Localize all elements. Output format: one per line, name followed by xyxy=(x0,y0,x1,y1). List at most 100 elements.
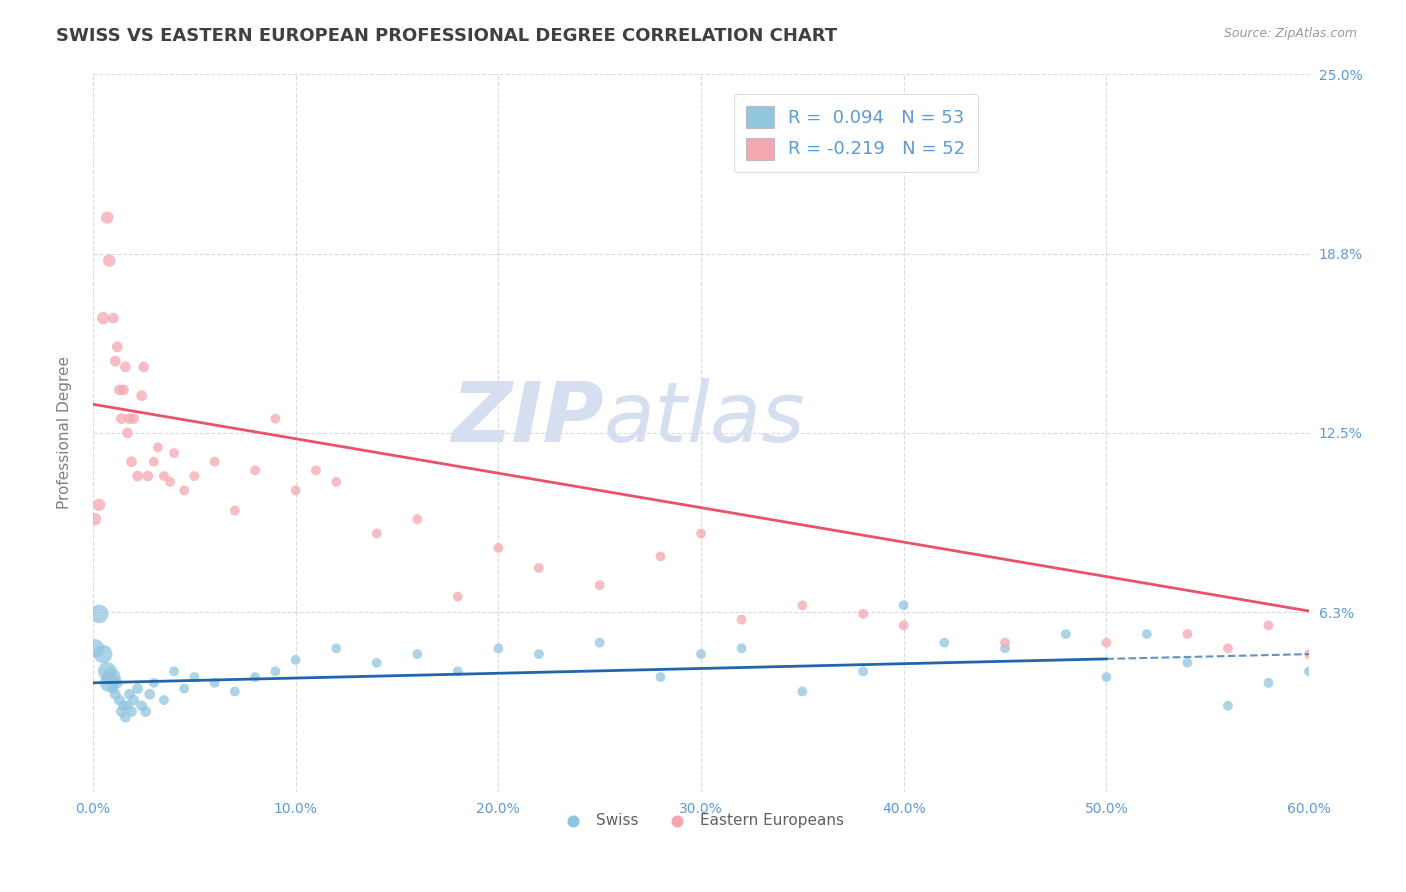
Point xyxy=(406,512,429,526)
Point xyxy=(105,676,128,690)
Point xyxy=(893,618,915,632)
Point xyxy=(1095,635,1118,649)
Point xyxy=(1216,641,1239,656)
Text: ZIP: ZIP xyxy=(451,378,603,459)
Point xyxy=(852,607,875,621)
Point xyxy=(132,359,155,374)
Point xyxy=(1298,665,1320,679)
Point xyxy=(1054,627,1077,641)
Point xyxy=(110,411,132,425)
Point xyxy=(243,670,266,684)
Point xyxy=(650,549,672,564)
Point xyxy=(98,676,121,690)
Point xyxy=(118,687,141,701)
Point xyxy=(183,670,205,684)
Point xyxy=(994,641,1017,656)
Point xyxy=(117,425,139,440)
Point xyxy=(118,411,141,425)
Point xyxy=(204,455,226,469)
Point xyxy=(690,526,713,541)
Point xyxy=(163,446,186,460)
Point xyxy=(136,469,159,483)
Point xyxy=(139,687,162,701)
Point xyxy=(486,641,509,656)
Point xyxy=(1216,698,1239,713)
Point xyxy=(84,641,107,656)
Point xyxy=(224,684,246,698)
Point xyxy=(527,647,550,661)
Point xyxy=(122,693,145,707)
Point xyxy=(146,441,169,455)
Point xyxy=(112,383,135,397)
Point xyxy=(730,641,752,656)
Point xyxy=(110,705,132,719)
Point xyxy=(650,670,672,684)
Point xyxy=(690,647,713,661)
Point xyxy=(153,693,176,707)
Point xyxy=(142,455,165,469)
Point xyxy=(994,635,1017,649)
Point xyxy=(163,665,186,679)
Point xyxy=(112,698,135,713)
Point xyxy=(1095,670,1118,684)
Point xyxy=(131,698,153,713)
Point xyxy=(284,483,307,498)
Point xyxy=(325,641,347,656)
Point xyxy=(527,561,550,575)
Point xyxy=(589,578,612,592)
Point xyxy=(173,483,195,498)
Point xyxy=(447,665,470,679)
Point xyxy=(121,455,143,469)
Point xyxy=(114,359,136,374)
Point xyxy=(103,681,125,696)
Point xyxy=(792,684,814,698)
Point xyxy=(366,526,388,541)
Point xyxy=(91,311,114,326)
Point xyxy=(159,475,181,489)
Point xyxy=(730,613,752,627)
Point xyxy=(589,635,612,649)
Point xyxy=(103,311,125,326)
Point xyxy=(135,705,157,719)
Text: SWISS VS EASTERN EUROPEAN PROFESSIONAL DEGREE CORRELATION CHART: SWISS VS EASTERN EUROPEAN PROFESSIONAL D… xyxy=(56,27,838,45)
Point xyxy=(117,698,139,713)
Point xyxy=(104,687,127,701)
Text: atlas: atlas xyxy=(603,378,806,459)
Point xyxy=(87,607,110,621)
Legend: Swiss, Eastern Europeans: Swiss, Eastern Europeans xyxy=(553,807,851,835)
Point xyxy=(105,340,128,354)
Point xyxy=(934,635,956,649)
Point xyxy=(305,463,328,477)
Point xyxy=(121,705,143,719)
Point xyxy=(131,389,153,403)
Point xyxy=(183,469,205,483)
Point xyxy=(1257,676,1279,690)
Point xyxy=(108,693,131,707)
Point xyxy=(108,383,131,397)
Point xyxy=(122,411,145,425)
Point xyxy=(127,681,149,696)
Point xyxy=(243,463,266,477)
Point xyxy=(1257,618,1279,632)
Point xyxy=(264,665,287,679)
Point xyxy=(224,503,246,517)
Point xyxy=(91,647,114,661)
Y-axis label: Professional Degree: Professional Degree xyxy=(58,357,72,509)
Point xyxy=(366,656,388,670)
Point xyxy=(1177,627,1199,641)
Point xyxy=(284,653,307,667)
Point xyxy=(1136,627,1159,641)
Point xyxy=(100,670,122,684)
Point xyxy=(1298,647,1320,661)
Point xyxy=(204,676,226,690)
Point xyxy=(173,681,195,696)
Point xyxy=(486,541,509,555)
Point xyxy=(127,469,149,483)
Point xyxy=(893,599,915,613)
Point xyxy=(447,590,470,604)
Point xyxy=(96,211,118,225)
Point xyxy=(104,354,127,368)
Point xyxy=(406,647,429,661)
Point xyxy=(87,498,110,512)
Point xyxy=(325,475,347,489)
